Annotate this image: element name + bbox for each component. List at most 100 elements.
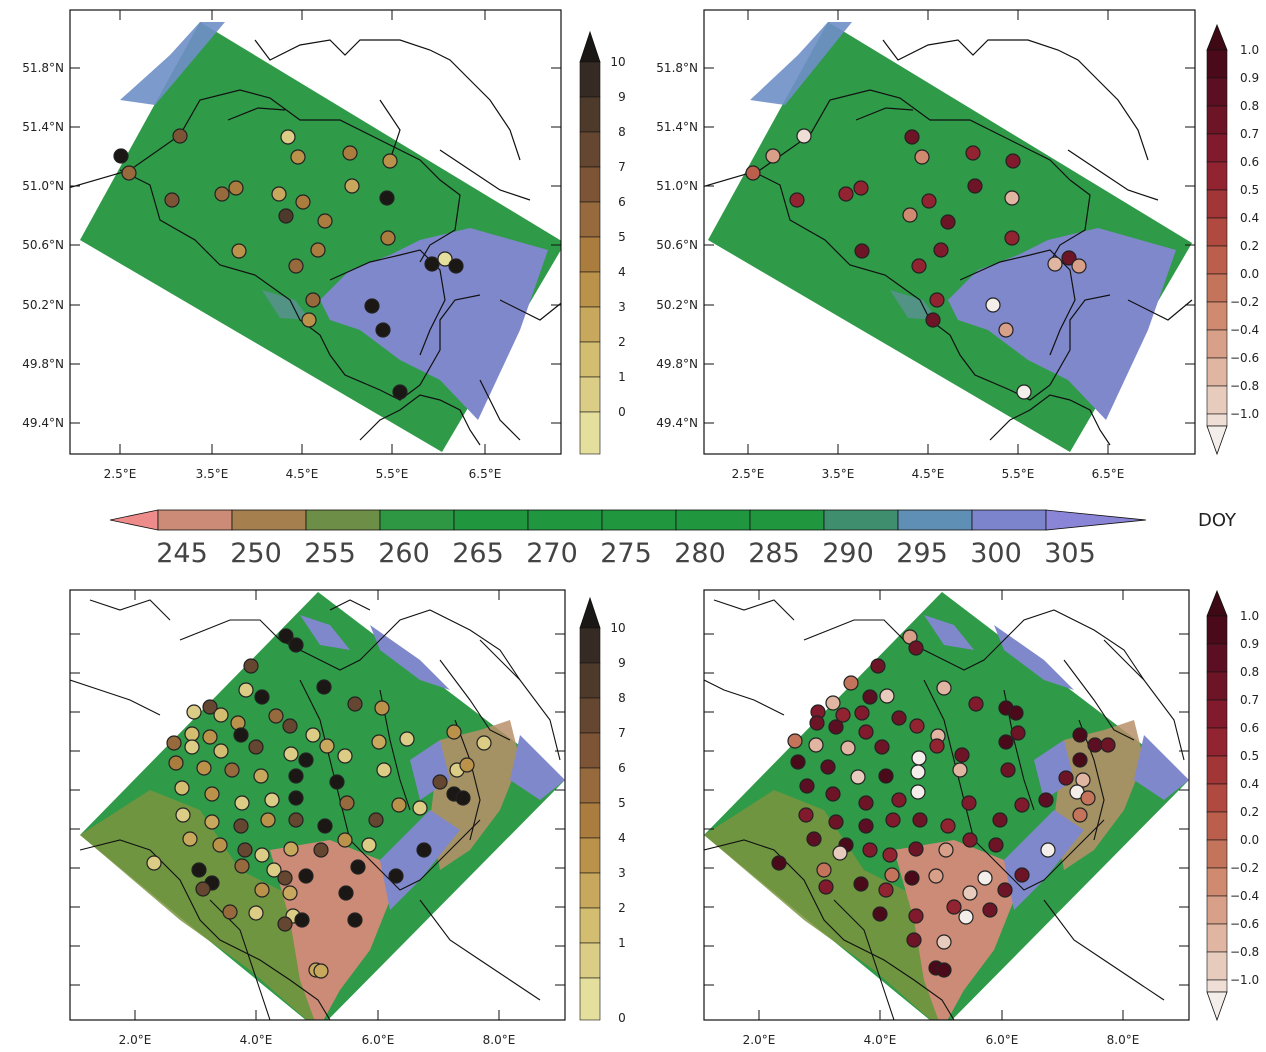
station-marker[interactable] [798,807,814,823]
station-marker[interactable] [361,837,377,853]
station-marker[interactable] [1016,384,1032,400]
station-marker[interactable] [835,707,851,723]
station-marker[interactable] [910,764,926,780]
station-marker[interactable] [828,719,844,735]
station-marker[interactable] [288,790,304,806]
station-marker[interactable] [858,724,874,740]
station-marker[interactable] [305,727,321,743]
station-marker[interactable] [992,812,1008,828]
station-marker[interactable] [234,795,250,811]
station-marker[interactable] [222,904,238,920]
station-marker[interactable] [446,724,462,740]
station-marker[interactable] [925,312,941,328]
station-marker[interactable] [319,738,335,754]
station-marker[interactable] [878,882,894,898]
station-marker[interactable] [936,934,952,950]
station-marker[interactable] [375,322,391,338]
station-marker[interactable] [1058,770,1074,786]
station-marker[interactable] [825,695,841,711]
station-marker[interactable] [929,738,945,754]
station-marker[interactable] [412,800,428,816]
station-marker[interactable] [891,710,907,726]
station-marker[interactable] [828,814,844,830]
station-marker[interactable] [317,818,333,834]
station-marker[interactable] [231,243,247,259]
station-marker[interactable] [1005,153,1021,169]
station-marker[interactable] [997,882,1013,898]
station-marker[interactable] [301,312,317,328]
station-marker[interactable] [238,682,254,698]
station-marker[interactable] [196,760,212,776]
station-marker[interactable] [342,145,358,161]
station-marker[interactable] [186,704,202,720]
station-marker[interactable] [280,129,296,145]
station-marker[interactable] [288,768,304,784]
station-marker[interactable] [399,731,415,747]
station-marker[interactable] [313,963,329,979]
station-marker[interactable] [202,699,218,715]
station-marker[interactable] [254,847,270,863]
station-marker[interactable] [1100,737,1116,753]
station-marker[interactable] [248,739,264,755]
station-marker[interactable] [1061,250,1077,266]
station-marker[interactable] [1000,762,1016,778]
station-marker[interactable] [260,812,276,828]
station-marker[interactable] [988,837,1004,853]
station-marker[interactable] [288,258,304,274]
station-marker[interactable] [850,769,866,785]
station-marker[interactable] [121,165,137,181]
station-marker[interactable] [347,912,363,928]
station-marker[interactable] [305,292,321,308]
station-marker[interactable] [809,715,825,731]
station-marker[interactable] [392,384,408,400]
station-marker[interactable] [339,795,355,811]
station-marker[interactable] [388,868,404,884]
station-marker[interactable] [816,862,832,878]
station-marker[interactable] [350,859,366,875]
station-marker[interactable] [371,734,387,750]
station-marker[interactable] [146,855,162,871]
station-marker[interactable] [254,882,270,898]
station-marker[interactable] [212,837,228,853]
station-marker[interactable] [799,778,815,794]
station-marker[interactable] [288,637,304,653]
station-marker[interactable] [233,818,249,834]
station-marker[interactable] [921,193,937,209]
station-marker[interactable] [832,845,848,861]
station-marker[interactable] [862,689,878,705]
station-marker[interactable] [195,881,211,897]
station-marker[interactable] [243,658,259,674]
station-marker[interactable] [202,729,218,745]
station-marker[interactable] [936,962,952,978]
station-marker[interactable] [253,768,269,784]
station-marker[interactable] [998,322,1014,338]
station-marker[interactable] [962,885,978,901]
station-marker[interactable] [266,862,282,878]
station-marker[interactable] [174,780,190,796]
station-marker[interactable] [808,737,824,753]
station-marker[interactable] [338,885,354,901]
station-marker[interactable] [952,762,968,778]
station-marker[interactable] [168,755,184,771]
station-marker[interactable] [228,180,244,196]
station-marker[interactable] [882,847,898,863]
station-marker[interactable] [282,885,298,901]
station-marker[interactable] [965,145,981,161]
station-marker[interactable] [765,148,781,164]
station-marker[interactable] [862,842,878,858]
station-marker[interactable] [204,814,220,830]
station-marker[interactable] [213,743,229,759]
station-marker[interactable] [771,855,787,871]
station-marker[interactable] [278,208,294,224]
station-marker[interactable] [294,912,310,928]
station-marker[interactable] [853,876,869,892]
station-marker[interactable] [806,831,822,847]
station-marker[interactable] [1047,256,1063,272]
station-marker[interactable] [329,774,345,790]
station-marker[interactable] [184,739,200,755]
station-marker[interactable] [909,718,925,734]
station-marker[interactable] [796,128,812,144]
station-marker[interactable] [928,868,944,884]
station-marker[interactable] [745,165,761,181]
station-marker[interactable] [789,192,805,208]
